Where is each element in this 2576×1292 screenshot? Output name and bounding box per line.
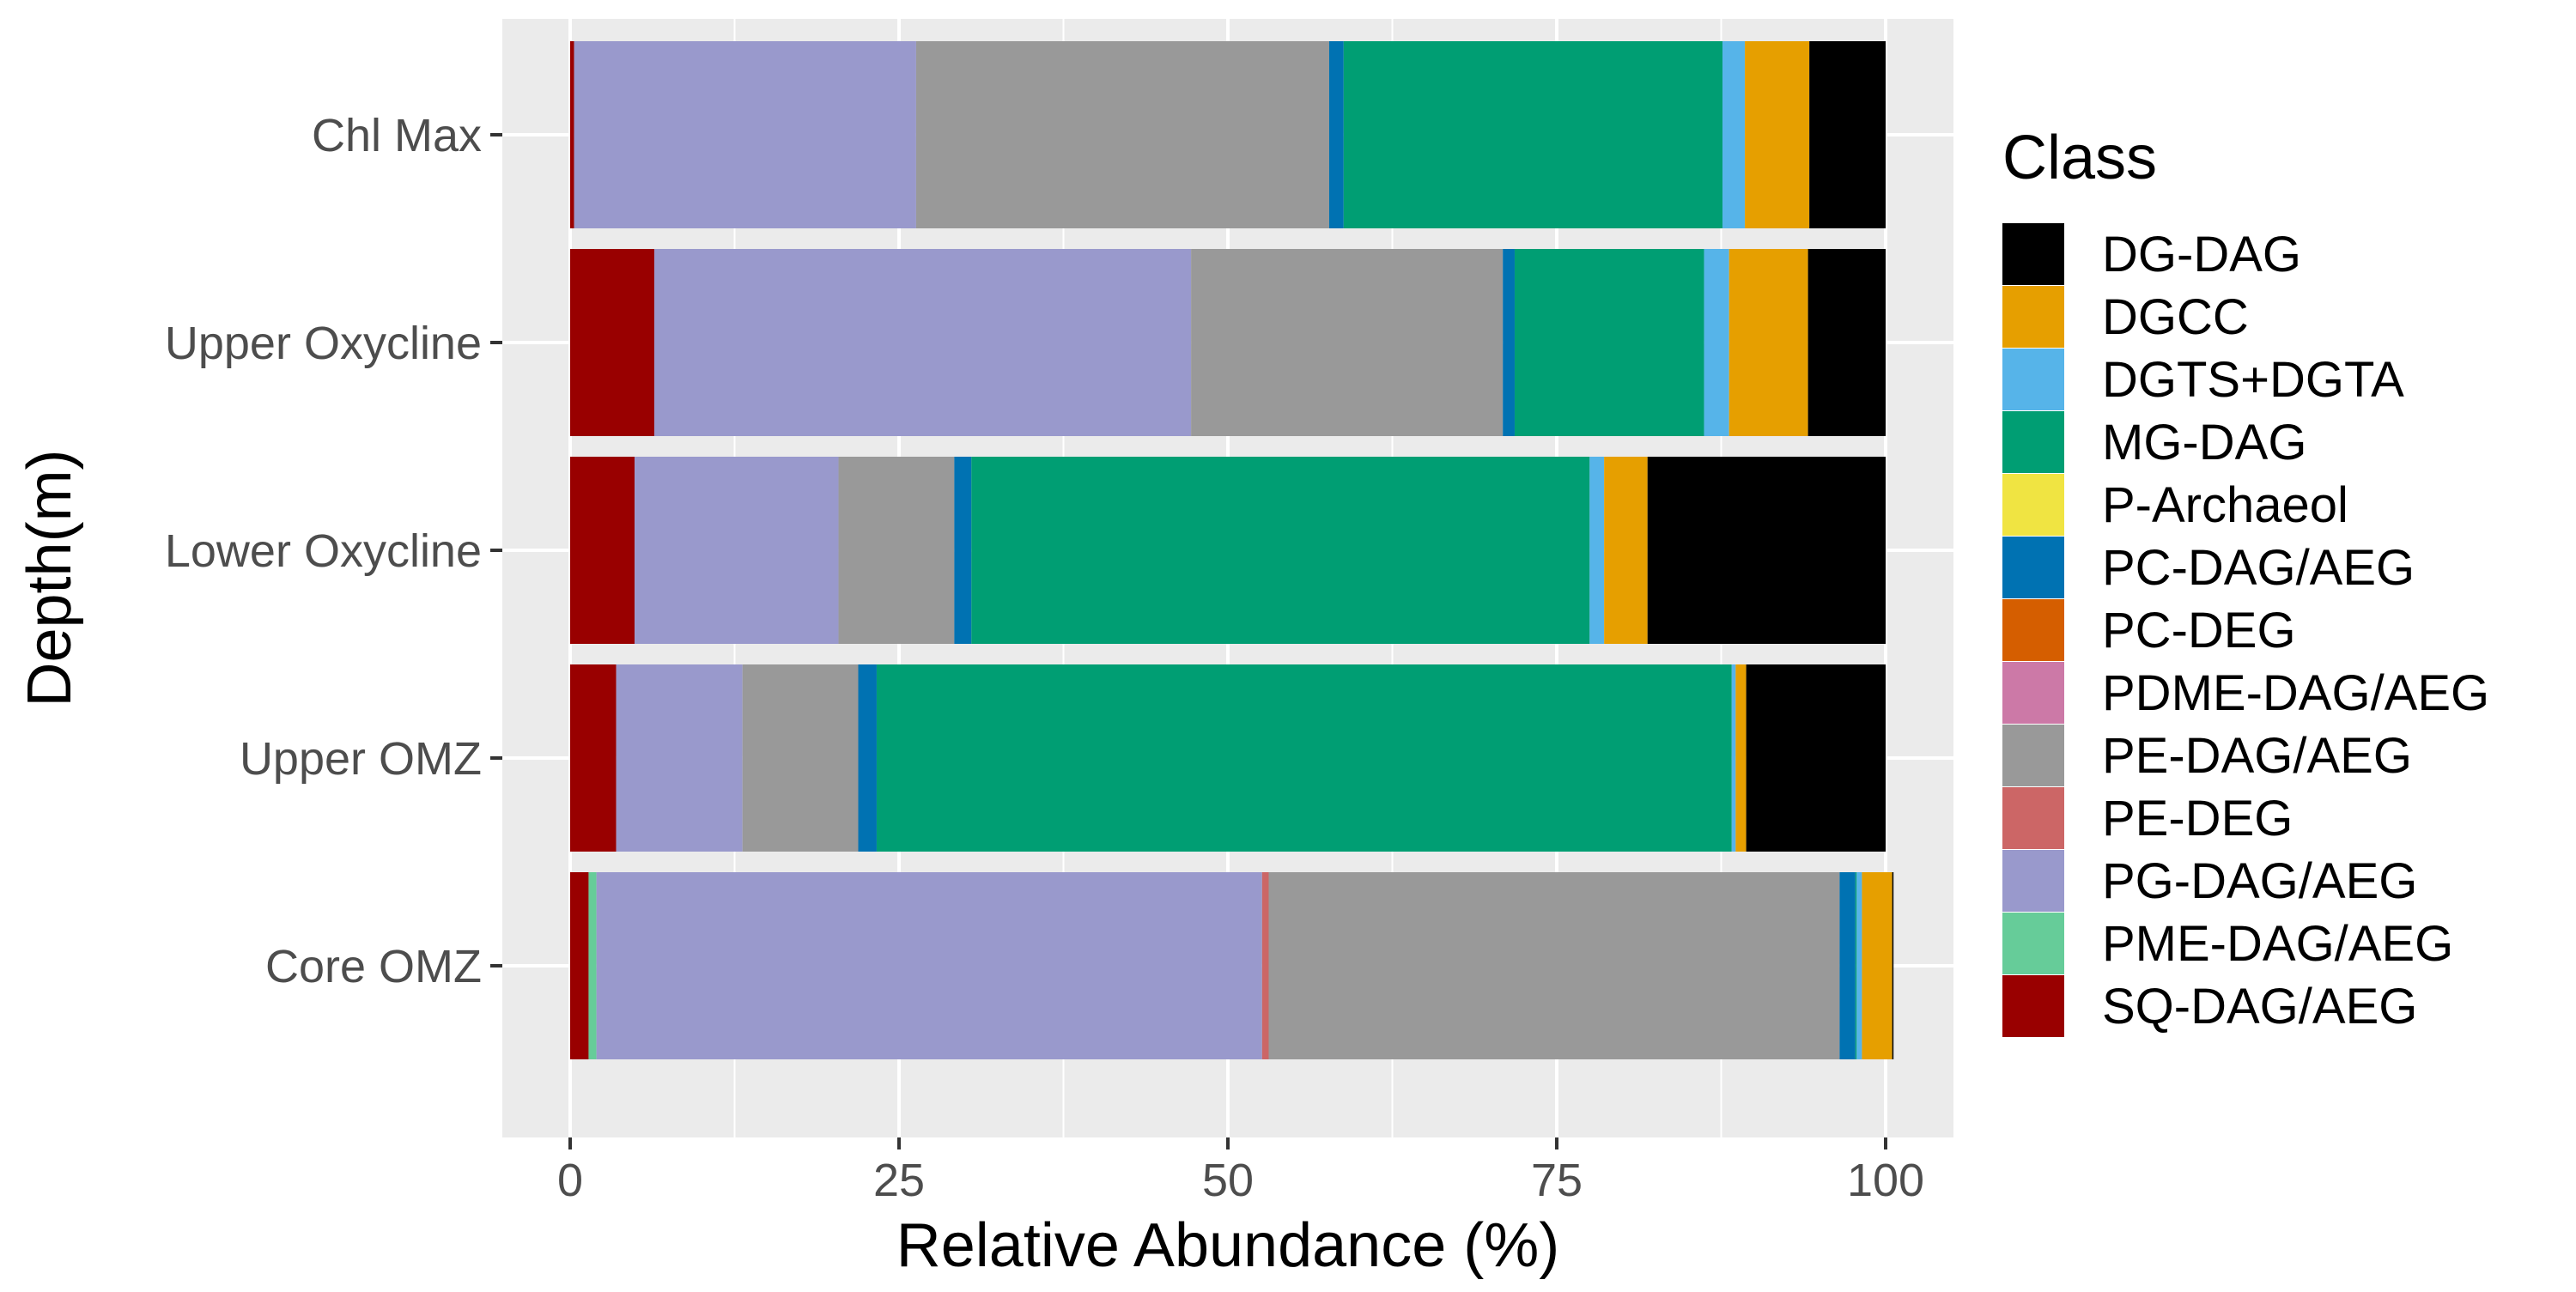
y-axis-title: Depth(m) [15, 449, 84, 707]
bar-segment-pc-dag-aeg [1328, 41, 1344, 228]
bar-segment-pc-dag-aeg [1839, 872, 1856, 1059]
legend-label: DG-DAG [2102, 227, 2301, 282]
x-axis-title: Relative Abundance (%) [896, 1211, 1559, 1280]
y-tick-label: Upper OMZ [240, 733, 482, 785]
bar-segment-pg-dag-aeg [574, 41, 916, 228]
legend-key [2002, 599, 2064, 661]
bar-group-core-omz [570, 872, 1894, 1059]
bar-segment-sq-dag-aeg [570, 41, 574, 228]
bar-segment-mg-dag [876, 664, 1732, 852]
bar-segment-pe-dag-aeg [742, 664, 859, 852]
legend-label: PC-DEG [2102, 603, 2296, 658]
bars [570, 41, 1894, 1059]
bar-segment-dgcc [1728, 249, 1808, 436]
bar-segment-dgcc [1604, 457, 1648, 644]
legend-key [2002, 474, 2064, 536]
bar-segment-dgts-dgta [1722, 41, 1746, 228]
legend-label: PME-DAG/AEG [2102, 916, 2453, 972]
bar-segment-dgts-dgta [1856, 872, 1862, 1059]
legend-label: PE-DEG [2102, 791, 2293, 846]
bar-group-upper-oxycline [570, 249, 1886, 436]
bar-group-lower-oxycline [570, 457, 1886, 644]
bar-segment-pe-dag-aeg [915, 41, 1329, 228]
x-tick-label: 100 [1847, 1155, 1924, 1206]
bar-segment-pc-dag-aeg [1503, 249, 1515, 436]
bar-segment-dgts-dgta [1731, 664, 1736, 852]
bar-segment-pg-dag-aeg [616, 664, 743, 852]
x-tick-label: 25 [873, 1155, 925, 1206]
bar-segment-pc-dag-aeg [858, 664, 877, 852]
legend-key [2002, 725, 2064, 786]
axes: 0 25 50 75 100 Chl Max Upper Oxycline Lower Oxy… [165, 110, 1924, 1206]
x-tick-label: 75 [1531, 1155, 1583, 1206]
legend-label: PG-DAG/AEG [2102, 853, 2417, 909]
bar-segment-pg-dag-aeg [654, 249, 1192, 436]
legend-key [2002, 349, 2064, 410]
bar-segment-pg-dag-aeg [635, 457, 839, 644]
y-tick-label: Upper Oxycline [165, 318, 482, 369]
bar-segment-mg-dag [1855, 872, 1857, 1059]
bar-segment-pe-dag-aeg [1191, 249, 1504, 436]
legend-label: PC-DAG/AEG [2102, 540, 2415, 596]
legend-label: MG-DAG [2102, 415, 2306, 470]
legend: Class DG-DAG DGCC DGTS+DGTA MG-DAG P-Archaeo… [2002, 124, 2489, 1037]
bar-segment-sq-dag-aeg [570, 664, 617, 852]
bar-group-upper-omz [570, 664, 1886, 852]
bar-segment-dgts-dgta [1589, 457, 1605, 644]
bar-segment-sq-dag-aeg [570, 457, 635, 644]
bar-segment-sq-dag-aeg [570, 872, 589, 1059]
bar-segment-dgcc [1735, 664, 1747, 852]
legend-key [2002, 850, 2064, 912]
bar-segment-dg-dag [1807, 249, 1886, 436]
bar-segment-pc-dag-aeg [954, 457, 972, 644]
bar-segment-dg-dag [1892, 872, 1894, 1059]
bar-segment-mg-dag [971, 457, 1590, 644]
legend-key [2002, 411, 2064, 473]
legend-label: P-Archaeol [2102, 477, 2348, 533]
bar-segment-pg-dag-aeg [596, 872, 1262, 1059]
bar-segment-mg-dag [1343, 41, 1723, 228]
bar-segment-mg-dag [1514, 249, 1704, 436]
bar-segment-pme-dag-aeg [588, 872, 597, 1059]
bar-segment-pe-dag-aeg [1268, 872, 1840, 1059]
bar-segment-dg-dag [1809, 41, 1886, 228]
bar-segment-sq-dag-aeg [570, 249, 655, 436]
legend-label: PE-DAG/AEG [2102, 728, 2412, 784]
x-tick-label: 50 [1202, 1155, 1254, 1206]
legend-key [2002, 662, 2064, 724]
bar-segment-dgcc [1862, 872, 1893, 1059]
bar-segment-dgts-dgta [1704, 249, 1729, 436]
legend-label: DGCC [2102, 289, 2249, 345]
bar-segment-dgcc [1745, 41, 1810, 228]
bar-segment-pe-dag-aeg [838, 457, 955, 644]
bar-group-chl-max [570, 41, 1886, 228]
legend-key [2002, 223, 2064, 285]
legend-key [2002, 286, 2064, 348]
x-tick-label: 0 [557, 1155, 583, 1206]
y-tick-label: Core OMZ [265, 941, 482, 992]
legend-key [2002, 787, 2064, 849]
legend-title: Class [2002, 124, 2157, 192]
bar-segment-dg-dag [1647, 457, 1886, 644]
y-tick-label: Lower Oxycline [165, 525, 482, 577]
y-tick-label: Chl Max [312, 110, 482, 161]
legend-key [2002, 975, 2064, 1037]
legend-label: SQ-DAG/AEG [2102, 979, 2417, 1034]
legend-label: PDME-DAG/AEG [2102, 665, 2489, 721]
legend-label: DGTS+DGTA [2102, 352, 2404, 408]
bar-segment-dg-dag [1746, 664, 1886, 852]
legend-key [2002, 913, 2064, 974]
bar-segment-pe-deg [1261, 872, 1269, 1059]
legend-key [2002, 537, 2064, 598]
